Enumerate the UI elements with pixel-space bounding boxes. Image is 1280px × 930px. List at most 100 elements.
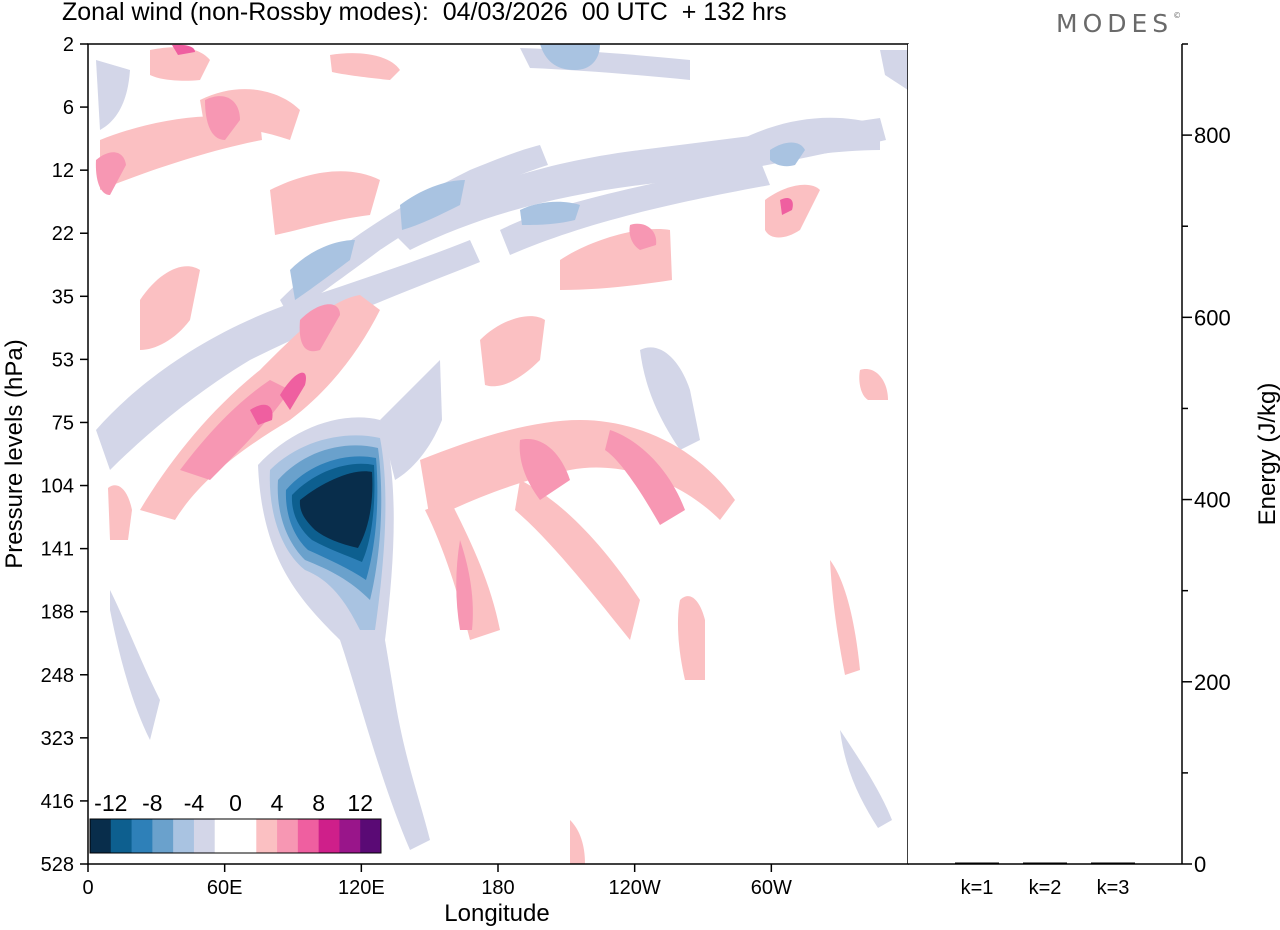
logo-text: MODES bbox=[1056, 9, 1174, 38]
westerly-core bbox=[95, 152, 126, 195]
y-tick-label: 141 bbox=[41, 539, 74, 561]
y-tick-label: 53 bbox=[52, 349, 74, 371]
colorbar-swatch bbox=[360, 819, 382, 853]
heatmap-axes: 0 60E 120E 180 120W 60W 2 6 12 22 35 53 75 104 141 188 2… bbox=[41, 34, 792, 899]
colorbar-swatch bbox=[214, 819, 236, 853]
westerly-region bbox=[480, 316, 545, 387]
heatmap-field bbox=[95, 44, 908, 864]
modes-logo: MODES© bbox=[1056, 9, 1181, 38]
easterly-core bbox=[770, 142, 805, 167]
energy-y-tick-label: 0 bbox=[1194, 852, 1206, 877]
westerly-core bbox=[519, 439, 570, 500]
colorbar-frame bbox=[89, 818, 382, 854]
energy-category-label: k=3 bbox=[1097, 877, 1130, 899]
y-tick-label: 416 bbox=[41, 791, 74, 813]
y-tick-label: 6 bbox=[63, 97, 74, 119]
westerly-max bbox=[172, 44, 195, 55]
energy-bar bbox=[1023, 862, 1067, 864]
colorbar-tick-label: -8 bbox=[142, 790, 162, 816]
easterly-region bbox=[96, 60, 130, 130]
colorbar-tick-label: 4 bbox=[271, 790, 284, 816]
energy-y-tick-label: 200 bbox=[1194, 670, 1231, 695]
colorbar: -12 -8 -4 0 4 8 12 bbox=[89, 790, 382, 854]
energy-category-label: k=2 bbox=[1029, 877, 1062, 899]
westerly-region bbox=[330, 53, 400, 80]
colorbar-tick-label: -4 bbox=[184, 790, 205, 816]
colorbar-swatch bbox=[256, 819, 278, 853]
y-tick-label: 12 bbox=[52, 160, 74, 182]
colorbar-tick-label: 8 bbox=[312, 790, 325, 816]
y-axis-label: Pressure levels (hPa) bbox=[1, 339, 28, 568]
energy-axis-label: Energy (J/kg) bbox=[1254, 383, 1280, 526]
y-tick-label: 323 bbox=[41, 728, 74, 750]
colorbar-tick-label: 0 bbox=[229, 790, 242, 816]
colorbar-swatch bbox=[193, 819, 216, 853]
colorbar-swatch bbox=[90, 819, 112, 853]
x-tick-label: 180 bbox=[481, 877, 514, 899]
westerly-core bbox=[605, 430, 685, 525]
colorbar-swatch bbox=[131, 819, 153, 853]
westerly-region bbox=[859, 369, 888, 400]
easterly-core bbox=[400, 180, 465, 230]
easterly-region bbox=[500, 160, 770, 255]
easterly-core-layer bbox=[299, 471, 373, 548]
y-tick-label: 2 bbox=[63, 34, 74, 56]
easterly-core bbox=[540, 44, 600, 70]
colorbar-swatch bbox=[297, 819, 320, 853]
energy-y-tick-label: 400 bbox=[1194, 488, 1231, 513]
x-tick-label: 60E bbox=[207, 877, 243, 899]
colorbar-tick-label: 12 bbox=[347, 790, 373, 816]
x-axis-label: Longitude bbox=[444, 900, 549, 927]
colorbar-swatch bbox=[339, 819, 361, 853]
x-tick-label: 120W bbox=[609, 877, 661, 899]
chart-title: Zonal wind (non-Rossby modes): 04/03/202… bbox=[62, 0, 787, 26]
easterly-region bbox=[640, 347, 700, 450]
easterly-region bbox=[380, 360, 442, 480]
easterly-region bbox=[880, 50, 908, 90]
westerly-max bbox=[280, 372, 306, 410]
westerly-core bbox=[205, 96, 240, 140]
westerly-region bbox=[765, 184, 820, 238]
westerly-max bbox=[780, 198, 793, 215]
westerly-core bbox=[629, 223, 657, 250]
westerly-region bbox=[677, 596, 705, 680]
westerly-region bbox=[150, 47, 210, 81]
westerly-region bbox=[515, 480, 640, 640]
logo-mark: © bbox=[1173, 11, 1182, 20]
westerly-max bbox=[250, 404, 273, 425]
easterly-region bbox=[96, 240, 480, 470]
x-tick-label: 60W bbox=[751, 877, 792, 899]
energy-category-label: k=1 bbox=[961, 877, 994, 899]
y-tick-label: 104 bbox=[41, 476, 74, 498]
westerly-region bbox=[570, 820, 585, 864]
colorbar-swatch bbox=[318, 819, 340, 853]
colorbar-swatch bbox=[235, 819, 257, 853]
y-tick-label: 75 bbox=[52, 412, 74, 434]
y-tick-label: 188 bbox=[41, 602, 74, 624]
westerly-core bbox=[299, 304, 340, 352]
easterly-region bbox=[840, 730, 892, 828]
energy-panel-background bbox=[908, 44, 1182, 864]
y-tick-label: 528 bbox=[41, 854, 74, 876]
colorbar-swatch bbox=[110, 819, 133, 853]
energy-y-tick-label: 800 bbox=[1194, 123, 1231, 148]
energy-bar bbox=[1091, 862, 1135, 864]
easterly-core bbox=[290, 240, 355, 300]
westerly-region bbox=[830, 560, 860, 675]
energy-chart: 0 200 400 600 800 k=1 k=2 k=3 bbox=[955, 43, 1231, 899]
energy-bar bbox=[955, 862, 999, 864]
colorbar-tick-label: -12 bbox=[94, 790, 127, 816]
easterly-region bbox=[110, 590, 160, 740]
x-tick-label: 0 bbox=[82, 877, 93, 899]
y-tick-label: 35 bbox=[52, 286, 74, 308]
energy-y-tick-label: 600 bbox=[1194, 305, 1231, 330]
colorbar-swatch bbox=[152, 819, 174, 853]
colorbar-swatch bbox=[277, 819, 299, 853]
westerly-region bbox=[270, 171, 380, 235]
westerly-region bbox=[108, 485, 132, 540]
westerly-region bbox=[420, 420, 735, 520]
westerly-core bbox=[456, 540, 473, 630]
easterly-core bbox=[520, 201, 580, 225]
y-tick-label: 22 bbox=[52, 223, 74, 245]
